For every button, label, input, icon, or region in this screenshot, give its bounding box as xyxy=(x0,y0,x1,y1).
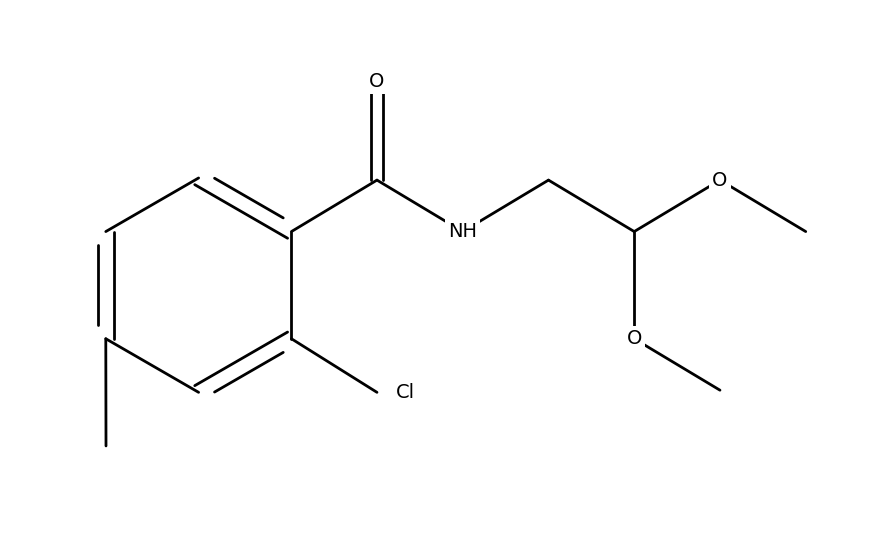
Text: O: O xyxy=(369,72,385,91)
Text: O: O xyxy=(626,329,642,348)
Text: Cl: Cl xyxy=(396,383,415,402)
Text: NH: NH xyxy=(448,222,478,241)
Text: O: O xyxy=(712,170,727,190)
